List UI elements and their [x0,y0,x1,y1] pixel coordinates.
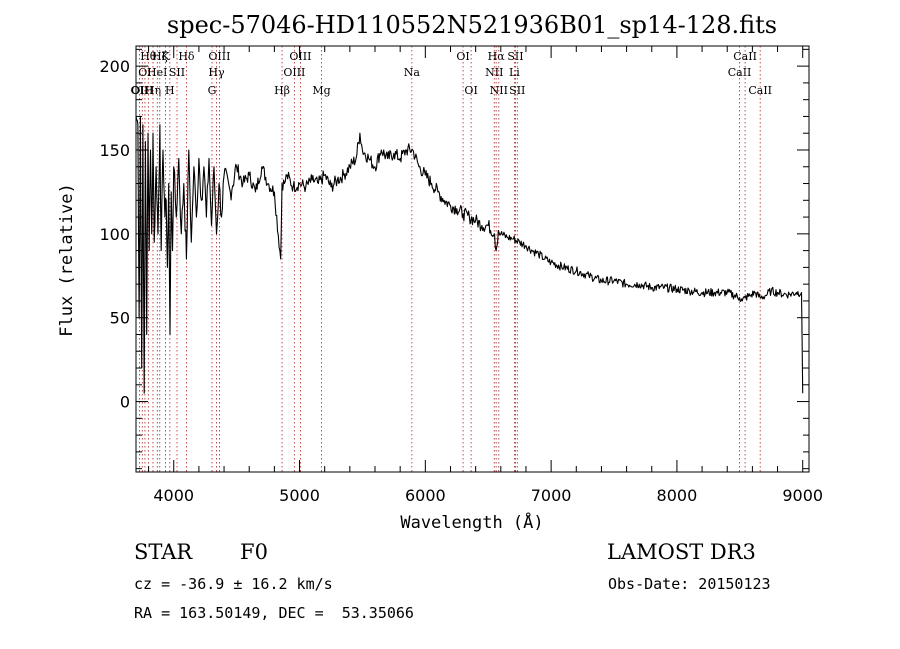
line-label: OI [464,84,477,97]
line-label: Hα [488,50,506,63]
emission-line-markers: OIIOIIIOIHθHηHeIHζKHSIIHδGHγOIIIHβOIIIOI… [131,46,772,472]
line-label: Mg [312,84,330,97]
line-label: CaII [728,66,752,79]
y-tick-label: 100 [99,225,130,244]
x-axis-label: Wavelength (Å) [400,511,543,533]
line-label: Li [509,66,520,79]
redshift-velocity: cz = -36.9 ± 16.2 km/s [134,575,333,593]
y-axis-label: Flux (relative) [57,183,77,337]
object-class: STAR [134,540,193,564]
line-label: OII [131,84,149,97]
line-label: CaII [748,84,772,97]
line-label: OIII [283,66,305,79]
chart-title: spec-57046-HD110552N521936B01_sp14-128.f… [167,11,777,39]
plot-frame [135,45,810,473]
observation-date: Obs-Date: 20150123 [608,575,771,593]
survey-name: LAMOST DR3 [607,540,756,564]
line-label: NII [490,84,508,97]
line-label: G [208,84,217,97]
y-tick-label: 150 [99,141,130,160]
axis-ticks: 4000 5000 6000 7000 8000 9000 0 50 100 150 200 [99,46,823,505]
line-label: H [165,84,175,97]
line-label: HeI [147,66,167,79]
x-tick-label: 9000 [782,486,823,505]
line-label: Hθ [140,50,157,63]
line-label: NII [485,66,503,79]
x-tick-label: 7000 [531,486,572,505]
line-label: Hδ [178,50,195,63]
line-label: Hγ [208,66,225,79]
line-label: K [161,50,170,63]
line-label: SII [507,50,523,63]
line-label: Hζ [152,50,168,63]
spectrum-series [135,115,804,394]
x-tick-label: 8000 [657,486,698,505]
object-subclass: F0 [240,540,268,564]
line-label: SII [169,66,185,79]
coordinates: RA = 163.50149, DEC = 53.35066 [134,604,414,622]
line-label: OIII [208,50,230,63]
spectrum-line [135,115,804,394]
y-tick-label: 200 [99,57,130,76]
x-tick-label: 5000 [279,486,320,505]
line-label: OI [456,50,469,63]
line-label: Hη [145,84,161,97]
line-label: CaII [733,50,757,63]
y-tick-label: 50 [110,309,130,328]
line-label: OIII [131,84,153,97]
line-label: OI [138,66,151,79]
line-label: OIII [289,50,311,63]
x-tick-label: 6000 [405,486,446,505]
line-label: SII [509,84,525,97]
y-tick-label: 0 [120,393,130,412]
line-label: Hβ [274,84,290,97]
x-tick-label: 4000 [153,486,194,505]
line-label: Na [404,66,421,79]
